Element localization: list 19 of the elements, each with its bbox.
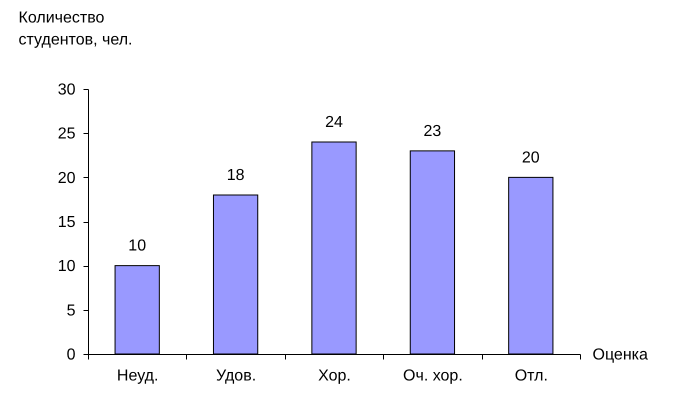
y-tick-label: 20 (58, 170, 76, 187)
data-label: 10 (128, 238, 146, 255)
x-tick-label: Неуд. (116, 368, 158, 384)
y-tick-label: 10 (58, 258, 76, 276)
y-tick-label: 5 (66, 302, 76, 320)
x-tick-label: Удов. (216, 368, 256, 384)
x-axis-title: Оценка (592, 346, 648, 364)
y-tick-label: 0 (66, 346, 76, 364)
x-tick-label: Отл. (514, 368, 548, 384)
y-tick-label: 15 (58, 214, 76, 231)
data-label: 20 (522, 149, 540, 166)
data-label: 23 (424, 122, 442, 140)
x-tick-label: Оч. хор. (403, 368, 463, 384)
y-axis-title: Количество студентов, чел. (18, 10, 132, 48)
y-tick-label: 30 (58, 82, 76, 98)
data-label: 24 (325, 114, 343, 131)
y-tick-label: 25 (58, 126, 76, 143)
data-label: 18 (226, 167, 245, 184)
x-tick-label: Хор. (318, 368, 351, 384)
